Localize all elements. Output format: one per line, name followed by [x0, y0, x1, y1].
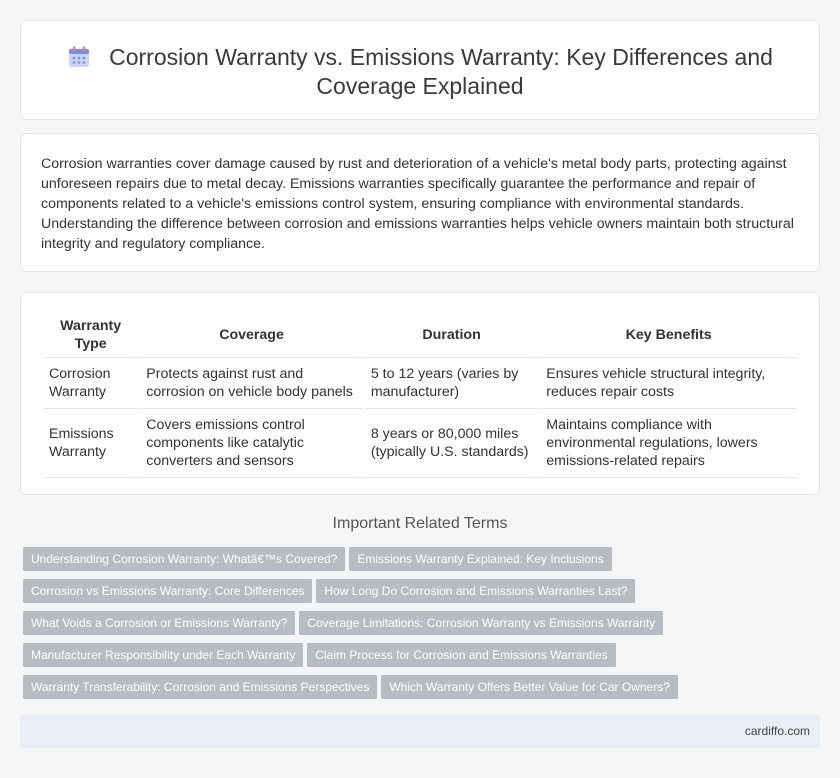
- header-duration: Duration: [364, 307, 539, 358]
- related-term-tag[interactable]: Claim Process for Corrosion and Emission…: [307, 643, 616, 667]
- title-card: Corrosion Warranty vs. Emissions Warrant…: [20, 20, 820, 120]
- header-coverage: Coverage: [140, 307, 363, 358]
- table-header-row: Warranty Type Coverage Duration Key Bene…: [43, 307, 797, 358]
- cell-coverage: Protects against rust and corrosion on v…: [140, 358, 363, 409]
- cell-warranty-type: Emissions Warranty: [43, 409, 139, 478]
- related-terms-heading: Important Related Terms: [332, 515, 508, 532]
- cell-warranty-type: Corrosion Warranty: [43, 358, 139, 409]
- cell-duration: 8 years or 80,000 miles (typically U.S. …: [364, 409, 539, 478]
- related-term-tag[interactable]: What Voids a Corrosion or Emissions Warr…: [23, 611, 296, 635]
- footer: cardiffo.com: [20, 714, 820, 748]
- related-term-tag[interactable]: Understanding Corrosion Warranty: Whatâ€…: [23, 547, 346, 571]
- page-title-text: Corrosion Warranty vs. Emissions Warrant…: [109, 44, 773, 99]
- related-term-tag[interactable]: Emissions Warranty Explained: Key Inclus…: [349, 547, 612, 571]
- header-key-benefits: Key Benefits: [540, 307, 797, 358]
- cell-key-benefits: Maintains compliance with environmental …: [540, 409, 797, 478]
- intro-card: Corrosion warranties cover damage caused…: [20, 133, 820, 272]
- cell-duration: 5 to 12 years (varies by manufacturer): [364, 358, 539, 409]
- related-term-tag[interactable]: Warranty Transferability: Corrosion and …: [23, 675, 378, 699]
- footer-site-link[interactable]: cardiffo.com: [744, 724, 810, 738]
- calendar-icon: [69, 46, 90, 67]
- related-term-tag[interactable]: How Long Do Corrosion and Emissions Warr…: [316, 579, 636, 603]
- related-term-tag[interactable]: Corrosion vs Emissions Warranty: Core Di…: [23, 579, 313, 603]
- cell-key-benefits: Ensures vehicle structural integrity, re…: [540, 358, 797, 409]
- header-warranty-type: Warranty Type: [43, 307, 139, 358]
- cell-coverage: Covers emissions control components like…: [140, 409, 363, 478]
- table-row: Emissions Warranty Covers emissions cont…: [43, 409, 797, 478]
- related-terms-list: Understanding Corrosion Warranty: Whatâ€…: [23, 547, 823, 707]
- page-title: Corrosion Warranty vs. Emissions Warrant…: [21, 43, 819, 101]
- table-row: Corrosion Warranty Protects against rust…: [43, 358, 797, 409]
- comparison-table: Warranty Type Coverage Duration Key Bene…: [41, 307, 799, 478]
- comparison-card: Warranty Type Coverage Duration Key Bene…: [20, 292, 820, 495]
- related-term-tag[interactable]: Manufacturer Responsibility under Each W…: [23, 643, 304, 667]
- related-term-tag[interactable]: Which Warranty Offers Better Value for C…: [381, 675, 678, 699]
- related-term-tag[interactable]: Coverage Limitations: Corrosion Warranty…: [299, 611, 664, 635]
- intro-paragraph: Corrosion warranties cover damage caused…: [41, 156, 794, 252]
